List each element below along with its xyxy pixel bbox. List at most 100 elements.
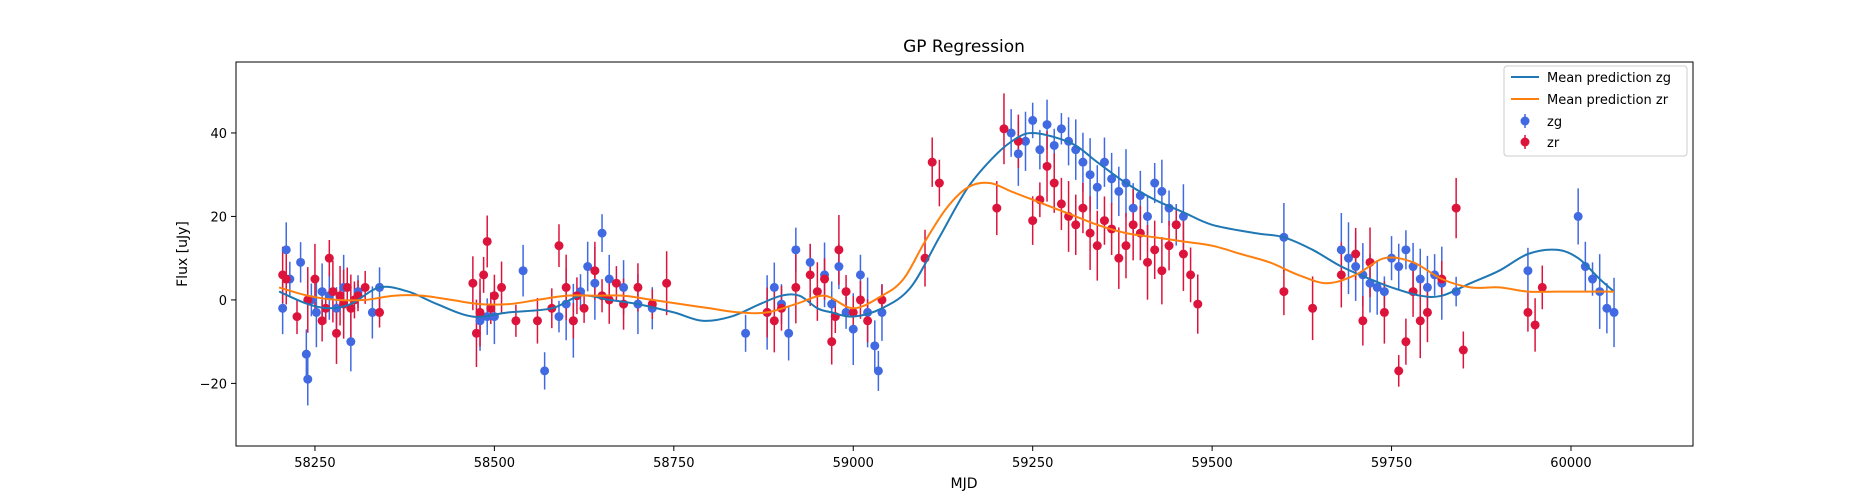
zg-point (1415, 274, 1425, 284)
zg-point (1343, 253, 1353, 263)
zg-point (1379, 287, 1389, 297)
zr-point (1071, 220, 1081, 230)
zg-point (1394, 262, 1404, 272)
zg-point (741, 328, 751, 338)
zr-point (791, 282, 801, 292)
zr-point (1028, 216, 1038, 226)
zr-point (1308, 303, 1318, 313)
zr-point (1128, 220, 1138, 230)
zr-point (317, 316, 327, 326)
x-tick-label: 58750 (653, 456, 694, 471)
plot-frame (235, 61, 1694, 447)
zr-point (927, 157, 937, 167)
y-axis-ticks: −20 0 20 40 (200, 127, 236, 392)
zr-point (1186, 270, 1196, 280)
zr-point (1458, 345, 1468, 355)
zr-point (1164, 241, 1174, 251)
zg-point (1602, 303, 1612, 313)
legend-label-line-zg: Mean prediction zg (1547, 71, 1671, 86)
zg-point (1573, 211, 1583, 221)
zr-point (863, 316, 873, 326)
zg-point (597, 228, 607, 238)
zr-point (992, 203, 1002, 213)
zr-point (568, 316, 578, 326)
zr-point (482, 236, 492, 246)
zr-point (360, 282, 370, 292)
zr-point (1379, 307, 1389, 317)
zg-point (1422, 282, 1432, 292)
zr-point (1351, 249, 1361, 259)
zg-point (1523, 266, 1533, 276)
zg-point (1401, 245, 1411, 255)
zg-point (604, 274, 614, 284)
zg-point (784, 328, 794, 338)
zr-point (475, 307, 485, 317)
zg-point (791, 245, 801, 255)
y-tick-label: 40 (210, 127, 227, 142)
zg-point (1042, 120, 1052, 130)
zg-point (301, 349, 311, 359)
zr-point (827, 337, 837, 347)
zg-point (554, 312, 564, 322)
x-tick-label: 58500 (474, 456, 515, 471)
x-tick-label: 59250 (1012, 456, 1053, 471)
zg-point (1006, 128, 1016, 138)
zg-point (346, 337, 356, 347)
zr-point (1394, 366, 1404, 376)
series-zr-points (278, 124, 1547, 376)
zg-point (317, 287, 327, 297)
plot-area (235, 61, 1694, 447)
zg-point (475, 316, 485, 326)
zg-point (1107, 174, 1117, 184)
zg-point (1157, 186, 1167, 196)
y-tick-label: −20 (200, 377, 227, 392)
zr-point (1279, 287, 1289, 297)
zr-point (1415, 316, 1425, 326)
zg-point (619, 282, 629, 292)
zr-point (841, 287, 851, 297)
zg-point (367, 307, 377, 317)
zg-point (1049, 140, 1059, 150)
zg-point (805, 257, 815, 267)
zr-point (1523, 307, 1533, 317)
plot-background (236, 62, 1693, 446)
x-tick-label: 59500 (1191, 456, 1232, 471)
zr-point (999, 124, 1009, 134)
legend-label-line-zr: Mean prediction zr (1547, 93, 1669, 108)
zg-point (1021, 136, 1031, 146)
zr-point (486, 303, 496, 313)
legend-label-points-zg: zg (1547, 115, 1562, 130)
zr-point (303, 295, 313, 305)
zr-point (820, 274, 830, 284)
zr-point (342, 282, 352, 292)
y-tick-label: 0 (219, 294, 227, 309)
zr-point (1358, 316, 1368, 326)
zr-point (281, 274, 291, 284)
zr-point (590, 266, 600, 276)
zg-point (1085, 170, 1095, 180)
zr-point (1171, 220, 1181, 230)
zr-point (805, 270, 815, 280)
zg-point (1092, 182, 1102, 192)
zr-point (554, 241, 564, 251)
zr-point (331, 328, 341, 338)
zg-point (1128, 203, 1138, 213)
zg-point (1351, 262, 1361, 272)
zr-point (834, 245, 844, 255)
x-axis-label: MJD (951, 476, 978, 492)
zg-point (1078, 157, 1088, 167)
zg-point (1143, 211, 1153, 221)
zg-point (834, 262, 844, 272)
zr-point (310, 274, 320, 284)
legend-swatch-point-zg (1520, 116, 1530, 126)
zr-point (335, 291, 345, 301)
zr-point (662, 278, 672, 288)
y-tick-label: 20 (210, 210, 227, 225)
zr-point (292, 312, 302, 322)
zg-point (1372, 282, 1382, 292)
zr-point (611, 278, 621, 288)
zr-point (328, 287, 338, 297)
zr-point (471, 328, 481, 338)
zr-point (1178, 249, 1188, 259)
zr-point (769, 316, 779, 326)
